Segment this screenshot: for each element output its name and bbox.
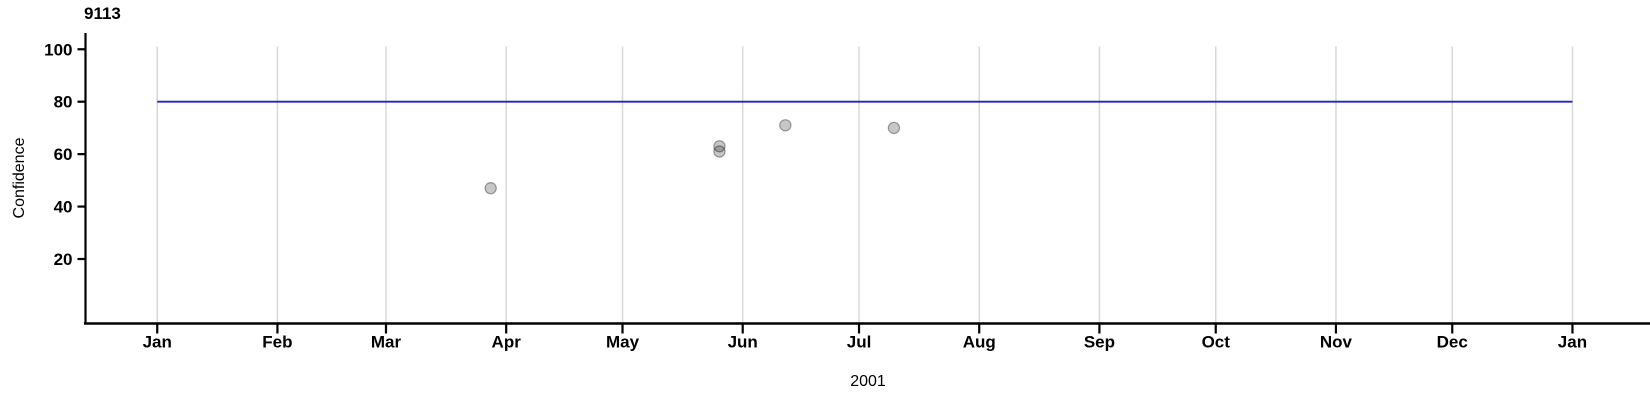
data-point: [713, 145, 726, 158]
y-tick-label: 100: [44, 40, 72, 59]
y-tick-label: 80: [54, 93, 73, 112]
y-tick-label: 40: [54, 198, 73, 217]
data-point: [713, 140, 726, 153]
data-point: [779, 119, 792, 132]
x-tick-label: Jul: [847, 333, 872, 352]
x-tick-label: May: [606, 333, 640, 352]
x-tick-label: Apr: [492, 333, 522, 352]
x-tick-label: Jan: [1558, 333, 1587, 352]
y-tick-label: 20: [54, 250, 73, 269]
y-axis-title: Confidence: [11, 137, 28, 219]
data-point: [484, 182, 497, 195]
x-tick-label: Mar: [371, 333, 402, 352]
x-tick-label: Jan: [143, 333, 172, 352]
x-tick-label: Dec: [1437, 333, 1468, 352]
x-tick-label: Aug: [963, 333, 996, 352]
y-tick-label: 60: [54, 145, 73, 164]
x-tick-label: Nov: [1320, 333, 1353, 352]
chart-title: 9113: [84, 4, 121, 23]
x-tick-label: Sep: [1084, 333, 1115, 352]
x-tick-label: Feb: [262, 333, 292, 352]
x-axis-year-label: 2001: [850, 373, 886, 390]
x-tick-label: Oct: [1202, 333, 1231, 352]
x-tick-label: Jun: [728, 333, 758, 352]
data-point: [887, 121, 901, 135]
